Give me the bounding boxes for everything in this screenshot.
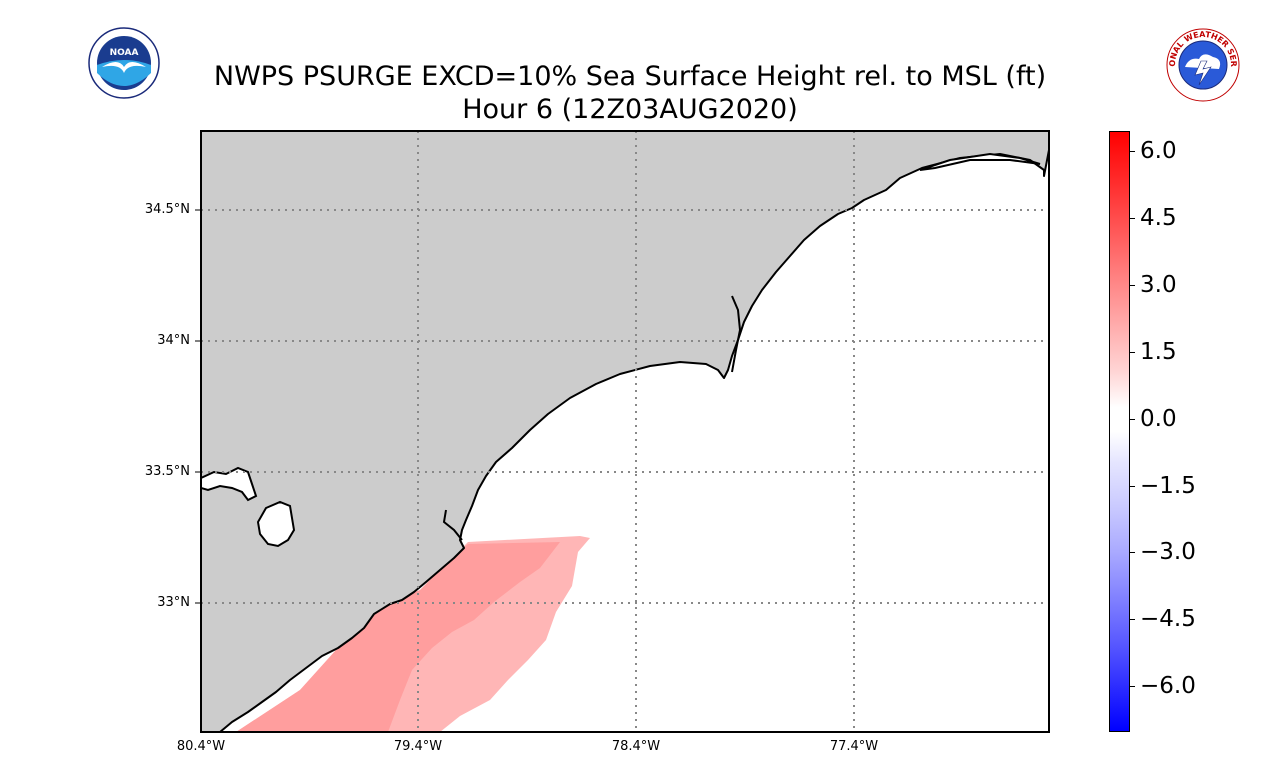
colorbar-label: 4.5 (1140, 205, 1177, 231)
lon-label: 78.4°W (611, 739, 661, 754)
land-area (201, 131, 1049, 732)
noaa-logo-icon: NOAA (88, 27, 160, 99)
lon-label: 80.4°W (176, 739, 226, 754)
graticule (201, 131, 1049, 732)
colorbar-label: −4.5 (1140, 606, 1196, 632)
lake-moultrie (256, 500, 296, 548)
lon-label: 79.4°W (393, 739, 443, 754)
lat-label: 33.5°N (144, 464, 190, 479)
colorbar-label: −3.0 (1140, 539, 1196, 565)
lat-label: 34.5°N (144, 202, 190, 217)
lat-label: 34°N (157, 333, 190, 348)
nws-logo-icon: NATIONAL WEATHER SERVICE (1165, 27, 1240, 102)
colorbar-label: −6.0 (1140, 673, 1196, 699)
chart-title: NWPS PSURGE EXCD=10% Sea Surface Height … (213, 61, 1047, 92)
winyah-bay (442, 509, 463, 541)
colorbar-label: −1.5 (1140, 473, 1196, 499)
lat-label: 33°N (157, 595, 190, 610)
chart-subtitle: Hour 6 (12Z03AUG2020) (462, 94, 798, 125)
colorbar-label: 1.5 (1140, 339, 1177, 365)
colorbar-label: 6.0 (1140, 138, 1177, 164)
colorbar (1109, 131, 1130, 732)
cape-fear-river (731, 295, 742, 373)
outer-banks (919, 152, 1041, 171)
colorbar-label: 0.0 (1140, 406, 1177, 432)
surge-dark-area (236, 542, 560, 732)
noaa-logo-text: NOAA (110, 48, 139, 58)
lake-marion (201, 466, 258, 502)
colorbar-label: 3.0 (1140, 272, 1177, 298)
map-frame (200, 130, 1050, 733)
lon-label: 77.4°W (829, 739, 879, 754)
